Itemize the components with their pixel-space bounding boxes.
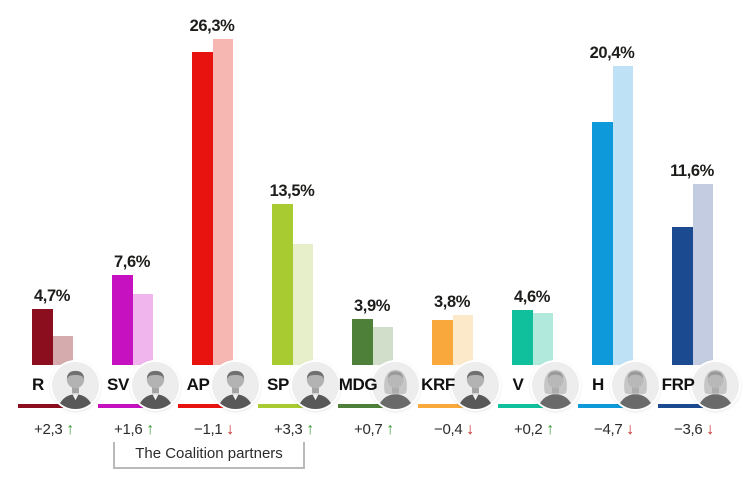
change-value-V: +0,2 (514, 421, 543, 438)
change-value-KRF: −0,4 (434, 421, 463, 438)
change-value-FRP: −3,6 (674, 421, 703, 438)
party-underline-FRP (658, 404, 718, 408)
bar-current-V (512, 310, 533, 365)
party-percentage-V: 4,6% (513, 288, 550, 306)
trend-down-icon: ↓ (226, 421, 234, 438)
party-underline-SP (258, 404, 318, 408)
bar-previous-AP (213, 39, 233, 365)
party-change-FRP: −3,6 ↓ (661, 421, 727, 438)
party-abbr-V: V (512, 375, 524, 394)
party-abbr-SV: SV (107, 375, 129, 394)
party-abbr-H: H (592, 375, 604, 394)
change-value-H: −4,7 (594, 421, 623, 438)
party-percentage-SP: 13,5% (269, 182, 315, 200)
change-value-SP: +3,3 (274, 421, 303, 438)
bar-previous-KRF (453, 315, 473, 365)
bar-previous-V (533, 313, 553, 365)
party-percentage-FRP: 11,6% (670, 162, 714, 180)
leader-photo-image (52, 362, 99, 409)
bar-previous-FRP (693, 184, 713, 365)
trend-up-icon: ↑ (546, 421, 554, 438)
party-percentage-SV: 7,6% (113, 253, 150, 271)
bar-previous-SV (133, 294, 153, 365)
leader-photo-FRP (692, 362, 739, 409)
party-change-V: +0,2 ↑ (501, 421, 567, 438)
party-abbr-MDG: MDG (338, 375, 378, 394)
trend-up-icon: ↑ (306, 421, 314, 438)
leader-photo-image (372, 362, 419, 409)
party-change-AP: −1,1 ↓ (181, 421, 247, 438)
leader-photo-image (292, 362, 339, 409)
leader-photo-image (132, 362, 179, 409)
bar-previous-SP (293, 244, 313, 365)
party-underline-SV (98, 404, 158, 408)
leader-photo-image (452, 362, 499, 409)
bar-previous-R (53, 336, 73, 365)
trend-up-icon: ↑ (66, 421, 74, 438)
party-change-MDG: +0,7 ↑ (341, 421, 407, 438)
coalition-label: The Coalition partners (135, 445, 283, 462)
trend-down-icon: ↓ (626, 421, 634, 438)
bar-current-SV (112, 275, 133, 365)
party-percentage-R: 4,7% (33, 287, 70, 305)
party-abbr-SP: SP (267, 375, 289, 394)
leader-photo-image (692, 362, 739, 409)
party-percentage-AP: 26,3% (189, 17, 235, 35)
bar-current-SP (272, 204, 293, 365)
bar-previous-MDG (373, 327, 393, 365)
party-underline-H (578, 404, 638, 408)
bar-current-KRF (432, 320, 453, 365)
leader-photo-image (212, 362, 259, 409)
party-change-R: +2,3 ↑ (21, 421, 87, 438)
bar-previous-H (613, 66, 633, 365)
party-percentage-H: 20,4% (589, 44, 635, 62)
party-underline-MDG (338, 404, 398, 408)
bar-current-AP (192, 52, 213, 365)
bar-current-R (32, 309, 53, 365)
party-underline-AP (178, 404, 238, 408)
party-abbr-FRP: FRP (661, 375, 695, 394)
trend-down-icon: ↓ (706, 421, 714, 438)
leader-photo-image (532, 362, 579, 409)
party-abbr-AP: AP (186, 375, 210, 394)
party-underline-R (18, 404, 78, 408)
change-value-MDG: +0,7 (354, 421, 383, 438)
trend-up-icon: ↑ (386, 421, 394, 438)
bar-current-FRP (672, 227, 693, 365)
party-abbr-KRF: KRF (421, 375, 455, 394)
leader-photo-MDG (372, 362, 419, 409)
party-abbr-R: R (32, 375, 44, 394)
party-change-SV: +1,6 ↑ (101, 421, 167, 438)
party-underline-V (498, 404, 558, 408)
change-value-SV: +1,6 (114, 421, 143, 438)
party-change-KRF: −0,4 ↓ (421, 421, 487, 438)
bar-current-H (592, 122, 613, 365)
trend-down-icon: ↓ (466, 421, 474, 438)
leader-photo-KRF (452, 362, 499, 409)
leader-photo-image (612, 362, 659, 409)
leader-photo-H (612, 362, 659, 409)
bar-current-MDG (352, 319, 373, 365)
leader-photo-AP (212, 362, 259, 409)
trend-up-icon: ↑ (146, 421, 154, 438)
party-change-H: −4,7 ↓ (581, 421, 647, 438)
party-change-SP: +3,3 ↑ (261, 421, 327, 438)
party-percentage-KRF: 3,8% (433, 293, 470, 311)
party-underline-KRF (418, 404, 478, 408)
leader-photo-R (52, 362, 99, 409)
leader-photo-SP (292, 362, 339, 409)
party-percentage-MDG: 3,9% (353, 297, 390, 315)
leader-photo-V (532, 362, 579, 409)
change-value-AP: −1,1 (194, 421, 223, 438)
coalition-bracket: The Coalition partners (113, 442, 305, 469)
change-value-R: +2,3 (34, 421, 63, 438)
leader-photo-SV (132, 362, 179, 409)
